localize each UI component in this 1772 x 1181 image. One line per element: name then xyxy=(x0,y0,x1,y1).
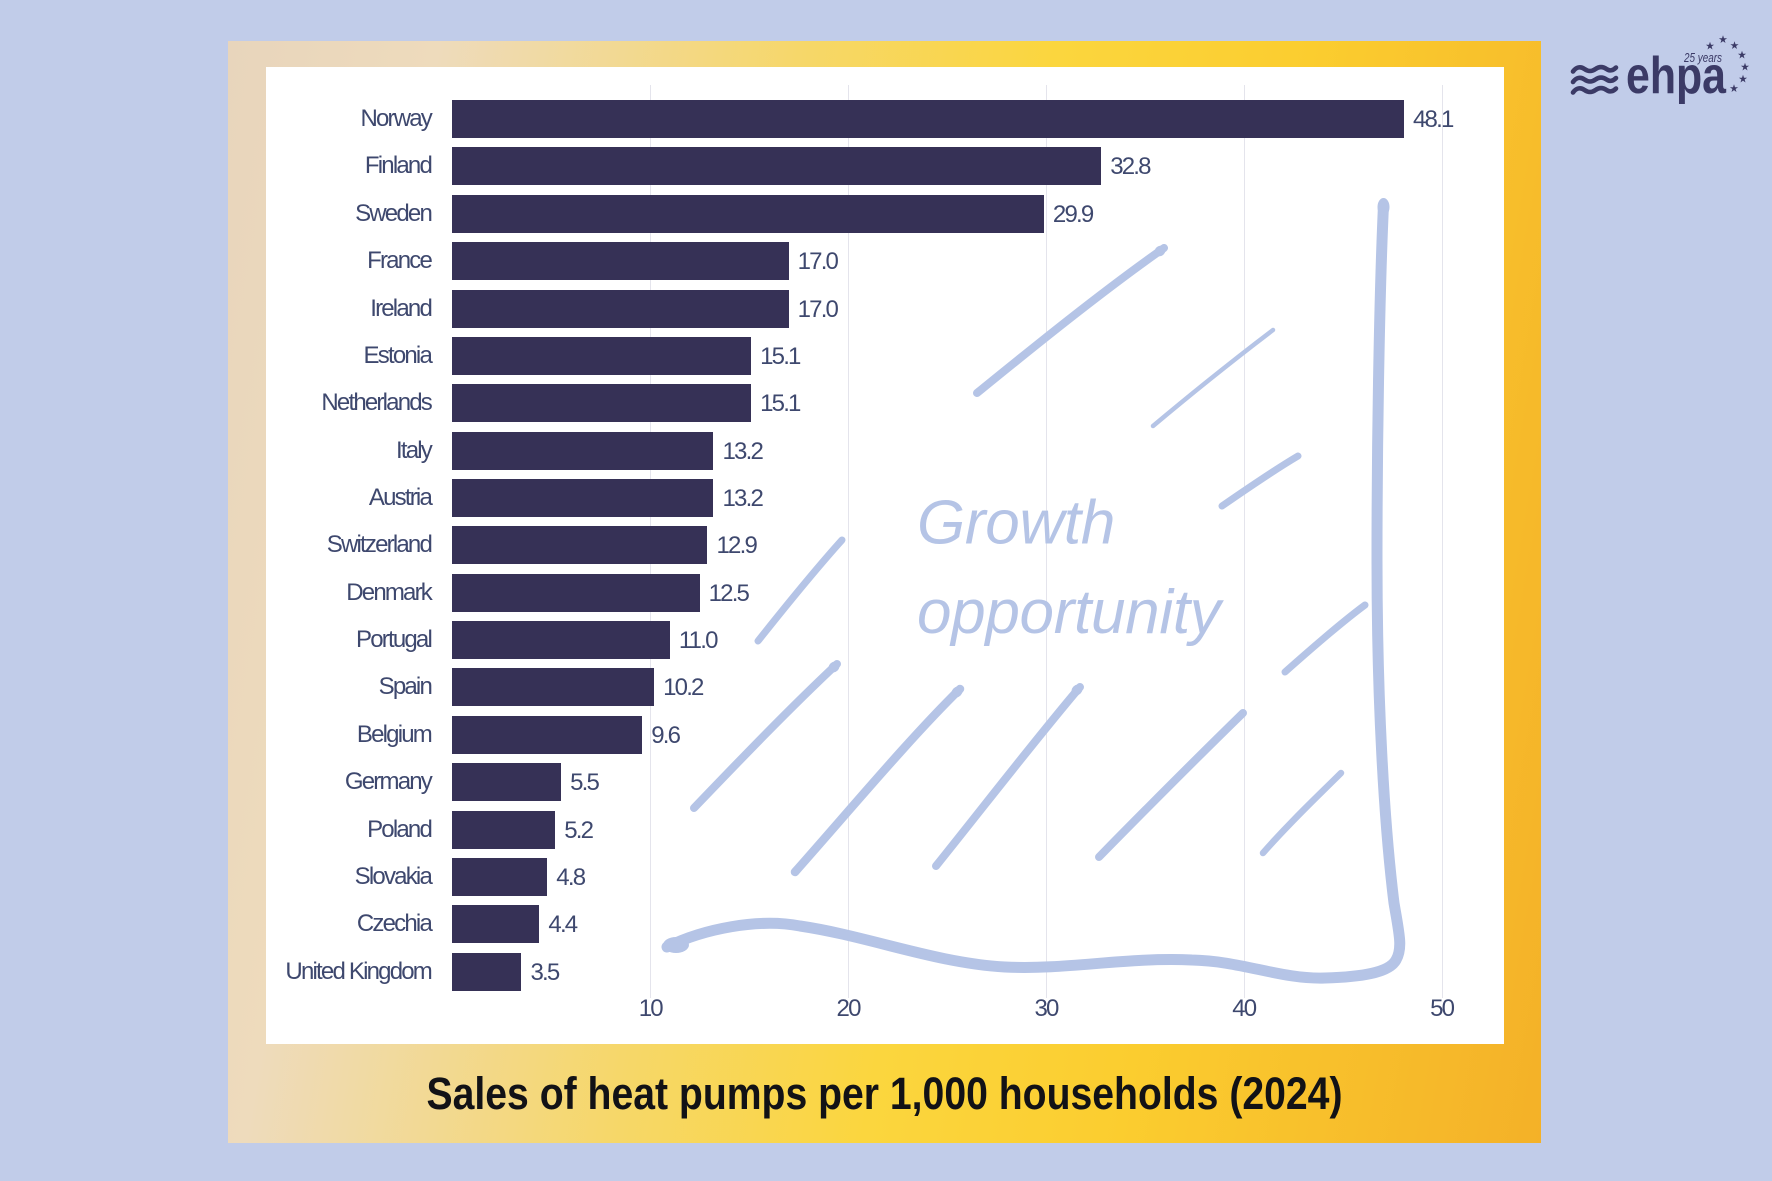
svg-text:ehpa: ehpa xyxy=(1626,47,1727,105)
svg-text:Growth: Growth xyxy=(917,489,1115,558)
svg-text:opportunity: opportunity xyxy=(917,578,1225,647)
svg-text:25 years: 25 years xyxy=(1683,50,1722,65)
